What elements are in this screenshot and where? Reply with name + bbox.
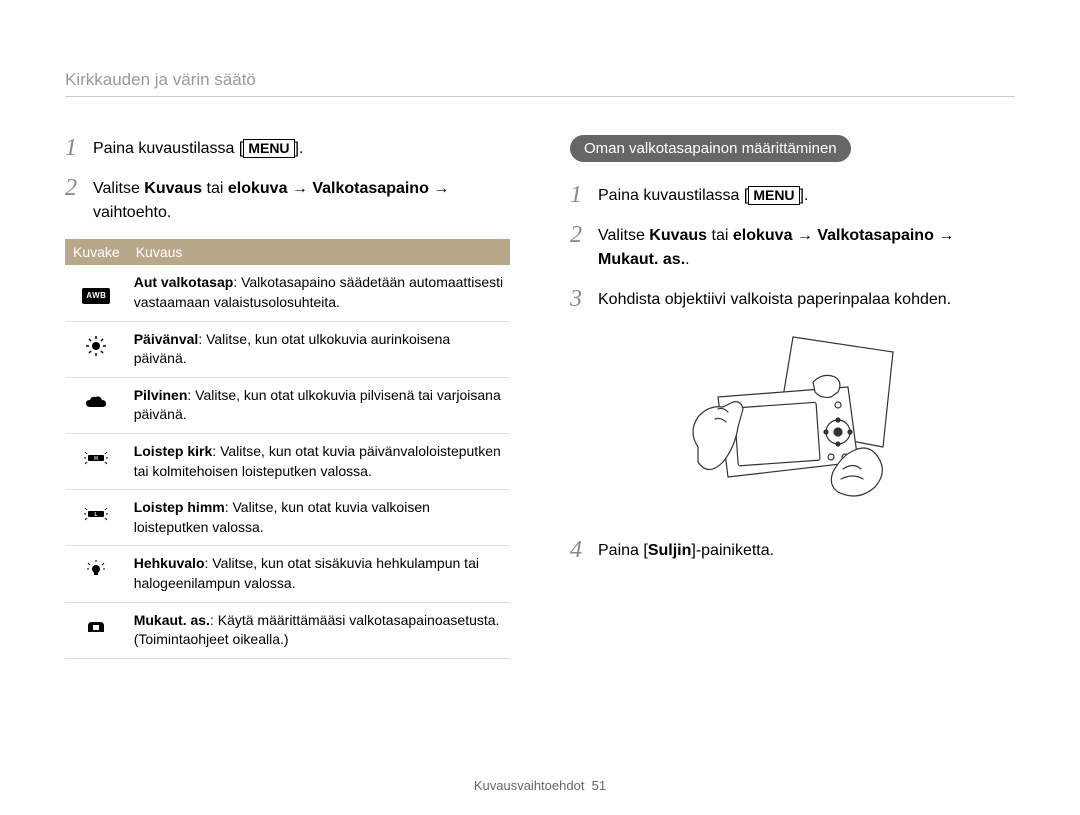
bold: Kuvaus (649, 227, 707, 244)
bold: Valkotasapaino (312, 180, 429, 197)
desc-cell: Hehkuvalo: Valitse, kun otat sisäkuvia h… (128, 546, 510, 602)
text: . (685, 251, 689, 268)
bold: elokuva (228, 180, 288, 197)
bulb-icon (85, 559, 107, 581)
step-1-right: 1 Paina kuvaustilassa [MENU]. (570, 182, 1015, 208)
text: Paina kuvaustilassa [ (93, 140, 243, 157)
icon-cell: L (65, 490, 128, 546)
table-row: Pilvinen: Valitse, kun otat ulkokuvia pi… (65, 377, 510, 433)
desc-cell: Pilvinen: Valitse, kun otat ulkokuvia pi… (128, 377, 510, 433)
icon-cell (65, 602, 128, 658)
step-number: 3 (570, 286, 598, 312)
step-number: 1 (65, 135, 93, 161)
icon-cell: AWB (65, 265, 128, 321)
icon-cell (65, 321, 128, 377)
table-header-row: Kuvake Kuvaus (65, 239, 510, 265)
table-row: H Loistep kirk: Valitse, kun otat kuvia … (65, 433, 510, 489)
text: tai (202, 180, 228, 197)
bold: Suljin (648, 542, 692, 559)
bold: Loistep himm (134, 499, 225, 515)
table-row: Päivänval: Valitse, kun otat ulkokuvia a… (65, 321, 510, 377)
text: ]. (295, 140, 304, 157)
footer-page-number: 51 (592, 778, 606, 793)
text: → (287, 180, 312, 197)
col-header-icon: Kuvake (65, 239, 128, 265)
wb-options-table: Kuvake Kuvaus AWB Aut valkotasap: Valkot… (65, 239, 510, 658)
icon-cell (65, 546, 128, 602)
left-column: 1 Paina kuvaustilassa [MENU]. 2 Valitse … (65, 135, 510, 659)
text: tai (707, 227, 733, 244)
step-text: Kohdista objektiivi valkoista paperinpal… (598, 286, 1015, 312)
svg-text:H: H (95, 456, 99, 462)
table-row: Hehkuvalo: Valitse, kun otat sisäkuvia h… (65, 546, 510, 602)
table-row: AWB Aut valkotasap: Valkotasapaino sääde… (65, 265, 510, 321)
right-column: Oman valkotasapainon määrittäminen 1 Pai… (570, 135, 1015, 659)
fluorescent-l-icon: L (83, 505, 109, 523)
step-text: Paina [Suljin]-painiketta. (598, 537, 1015, 563)
step-number: 1 (570, 182, 598, 208)
text: → (792, 227, 817, 244)
bold: Mukaut. as. (134, 612, 210, 628)
step-1-left: 1 Paina kuvaustilassa [MENU]. (65, 135, 510, 161)
page-footer: Kuvausvaihtoehdot 51 (0, 778, 1080, 793)
fluorescent-h-icon: H (83, 449, 109, 467)
page-title: Kirkkauden ja värin säätö (65, 70, 1015, 97)
step-text: Valitse Kuvaus tai elokuva → Valkotasapa… (93, 175, 510, 225)
step-3-right: 3 Kohdista objektiivi valkoista paperinp… (570, 286, 1015, 312)
desc-cell: Päivänval: Valitse, kun otat ulkokuvia a… (128, 321, 510, 377)
footer-label: Kuvausvaihtoehdot (474, 778, 585, 793)
desc-cell: Mukaut. as.: Käytä määrittämääsi valkota… (128, 602, 510, 658)
desc-cell: Loistep kirk: Valitse, kun otat kuvia pä… (128, 433, 510, 489)
bold: Aut valkotasap (134, 274, 234, 290)
text: → (934, 227, 954, 244)
icon-cell: H (65, 433, 128, 489)
awb-icon: AWB (82, 288, 110, 303)
two-column-layout: 1 Paina kuvaustilassa [MENU]. 2 Valitse … (65, 135, 1015, 659)
bold: Valkotasapaino (817, 227, 934, 244)
section-pill: Oman valkotasapainon määrittäminen (570, 135, 851, 162)
bold: Loistep kirk (134, 443, 213, 459)
desc-cell: Loistep himm: Valitse, kun otat kuvia va… (128, 490, 510, 546)
bold: elokuva (733, 227, 793, 244)
text: Valitse (598, 227, 649, 244)
text: ]. (800, 187, 809, 204)
step-number: 2 (570, 222, 598, 272)
step-text: Paina kuvaustilassa [MENU]. (93, 135, 510, 161)
custom-wb-icon (85, 618, 107, 636)
cloud-icon (84, 395, 108, 411)
text: : Valitse, kun otat ulkokuvia pilvisenä … (134, 387, 501, 423)
step-2-right: 2 Valitse Kuvaus tai elokuva → Valkotasa… (570, 222, 1015, 272)
icon-cell (65, 377, 128, 433)
step-2-left: 2 Valitse Kuvaus tai elokuva → Valkotasa… (65, 175, 510, 225)
bold: Päivänval (134, 331, 199, 347)
step-text: Paina kuvaustilassa [MENU]. (598, 182, 1015, 208)
sun-icon (85, 335, 107, 357)
text: Paina kuvaustilassa [ (598, 187, 748, 204)
desc-cell: Aut valkotasap: Valkotasapaino säädetään… (128, 265, 510, 321)
camera-illustration (663, 327, 923, 517)
bold: Kuvaus (144, 180, 202, 197)
bold: Hehkuvalo (134, 555, 205, 571)
svg-text:L: L (95, 512, 98, 518)
text: Valitse (93, 180, 144, 197)
step-text: Valitse Kuvaus tai elokuva → Valkotasapa… (598, 222, 1015, 272)
text: ]-painiketta. (691, 542, 774, 559)
bold: Mukaut. as. (598, 251, 685, 268)
table-row: L Loistep himm: Valitse, kun otat kuvia … (65, 490, 510, 546)
bold: Pilvinen (134, 387, 188, 403)
step-4-right: 4 Paina [Suljin]-painiketta. (570, 537, 1015, 563)
table-row: Mukaut. as.: Käytä määrittämääsi valkota… (65, 602, 510, 658)
menu-box: MENU (748, 186, 799, 205)
col-header-desc: Kuvaus (128, 239, 510, 265)
menu-box: MENU (243, 139, 294, 158)
text: Paina [ (598, 542, 648, 559)
step-number: 2 (65, 175, 93, 225)
step-number: 4 (570, 537, 598, 563)
